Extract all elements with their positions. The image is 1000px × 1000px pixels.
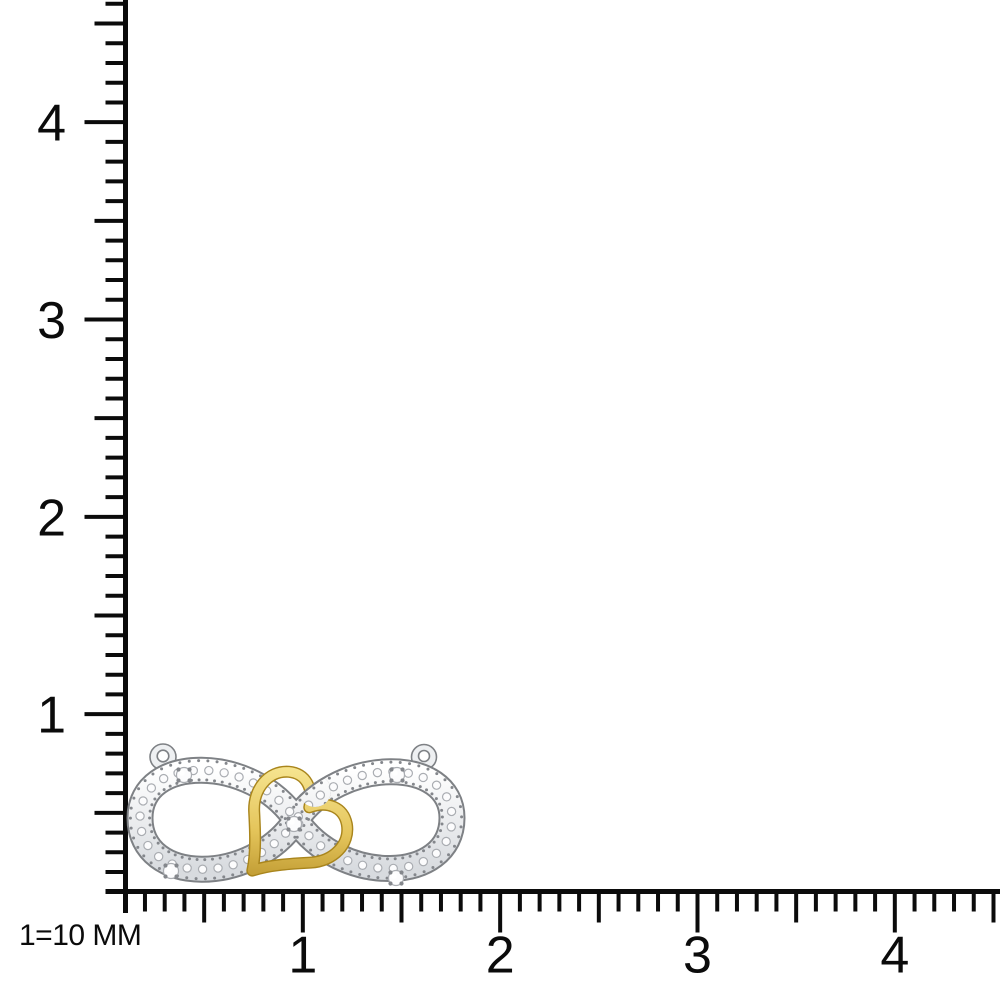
v-ruler-label: 4 — [37, 95, 66, 153]
accent-diamond — [175, 766, 193, 784]
scale-note: 1=10 MM — [19, 919, 141, 952]
pendant-bail-left — [149, 743, 177, 771]
v-ruler-label: 2 — [37, 489, 66, 547]
accent-diamonds — [162, 766, 406, 887]
pendant-illustration — [126, 743, 466, 887]
accent-diamond — [285, 815, 303, 833]
h-ruler-label: 4 — [880, 927, 909, 985]
accent-diamond — [387, 869, 405, 887]
accent-diamond — [162, 862, 180, 880]
v-ruler-label: 3 — [37, 292, 66, 350]
v-ruler-label: 1 — [37, 687, 66, 745]
vertical-ruler: 1 2 3 4 — [37, 0, 128, 913]
horizontal-ruler: 1 2 3 4 — [105, 889, 1000, 985]
h-ruler-label: 2 — [486, 927, 515, 985]
accent-diamond — [388, 766, 406, 784]
gold-heart — [246, 765, 354, 877]
h-ruler-label: 3 — [683, 927, 712, 985]
h-ruler-label: 1 — [288, 927, 317, 985]
band-over-heart — [299, 759, 331, 807]
